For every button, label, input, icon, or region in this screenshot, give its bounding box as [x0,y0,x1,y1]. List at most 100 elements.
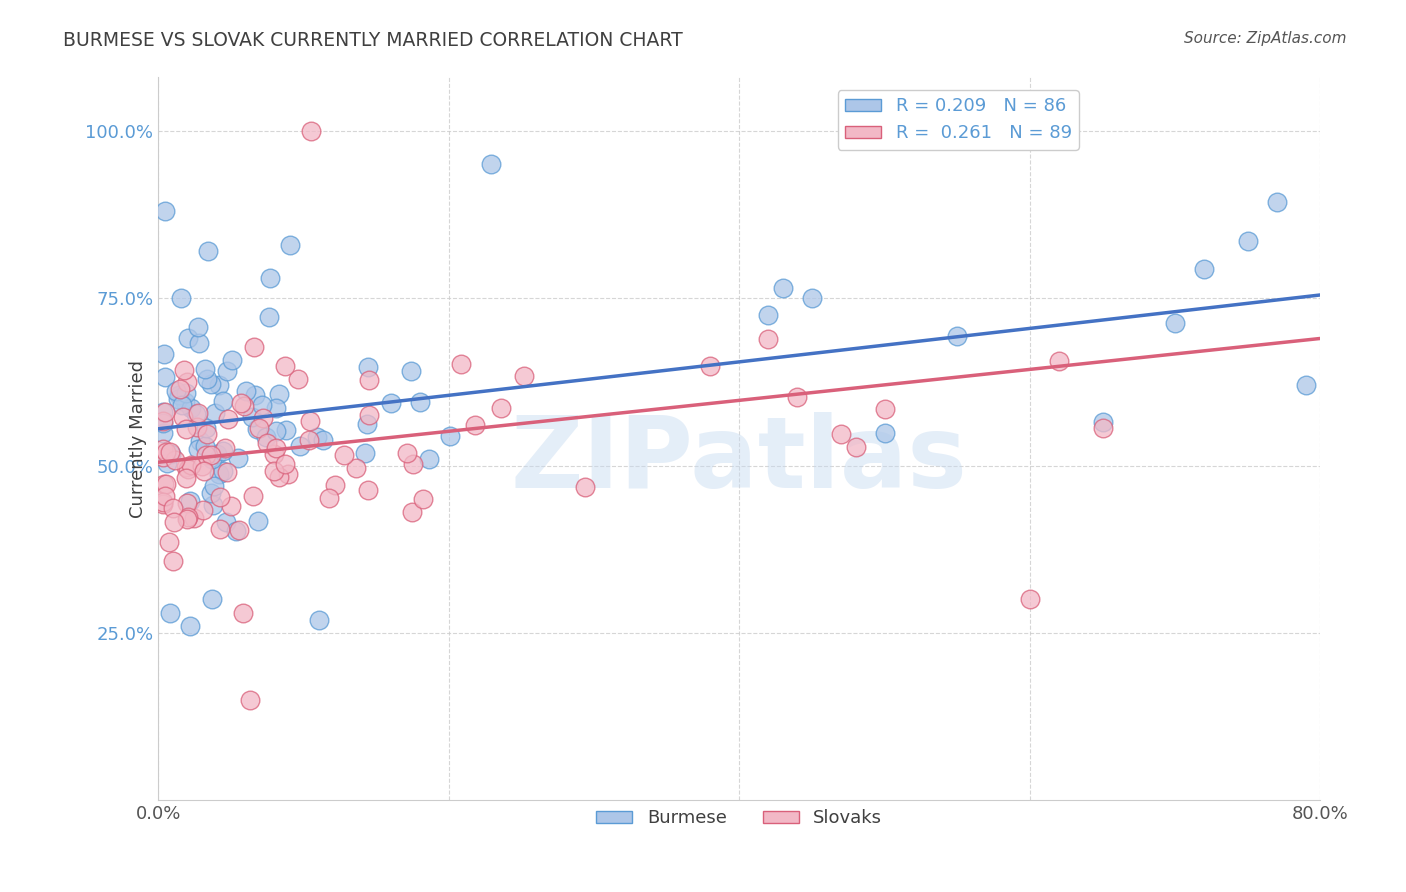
Point [195,372,218,386]
Point [153,204,176,219]
Point [153,405,176,419]
Point [278,237,301,252]
Point [946,329,969,343]
Point [274,457,297,471]
Point [311,433,333,447]
Point [200,448,222,462]
Point [254,430,277,444]
Point [152,405,174,419]
Point [159,447,181,461]
Point [163,452,186,467]
Point [177,331,200,345]
Point [308,613,330,627]
Point [353,446,375,460]
Point [193,503,215,517]
Point [190,459,212,474]
Point [219,499,242,513]
Point [1236,234,1258,248]
Point [180,458,202,472]
Point [217,364,239,378]
Point [1047,354,1070,368]
Point [356,417,378,432]
Point [756,332,779,346]
Point [408,395,430,409]
Point [232,400,254,414]
Point [574,480,596,494]
Point [399,364,422,378]
Point [176,386,198,401]
Point [264,424,287,438]
Point [201,592,224,607]
Point [155,456,177,470]
Point [179,619,201,633]
Point [177,510,200,524]
Point [207,467,229,482]
Point [298,433,321,447]
Point [193,463,215,477]
Point [197,244,219,259]
Point [172,409,194,424]
Text: Source: ZipAtlas.com: Source: ZipAtlas.com [1184,31,1347,46]
Point [174,459,197,474]
Point [699,359,721,374]
Point [212,444,235,458]
Point [264,401,287,415]
Point [269,386,291,401]
Point [873,425,896,440]
Point [263,464,285,478]
Point [873,402,896,417]
Point [228,523,250,537]
Point [153,477,176,491]
Point [226,450,249,465]
Point [169,382,191,396]
Point [152,497,174,511]
Point [252,411,274,425]
Point [800,291,823,305]
Point [242,489,264,503]
Point [159,606,181,620]
Point [1091,415,1114,429]
Point [167,388,190,402]
Point [250,398,273,412]
Point [195,420,218,434]
Text: ZIPatlas: ZIPatlas [510,412,967,509]
Point [202,498,225,512]
Point [195,426,218,441]
Point [242,340,264,354]
Text: BURMESE VS SLOVAK CURRENTLY MARRIED CORRELATION CHART: BURMESE VS SLOVAK CURRENTLY MARRIED CORR… [63,31,683,50]
Point [162,501,184,516]
Point [256,436,278,450]
Point [187,405,209,419]
Point [204,406,226,420]
Point [1018,592,1040,607]
Point [277,467,299,481]
Point [240,409,263,424]
Point [229,396,252,410]
Point [167,392,190,406]
Point [318,491,340,505]
Point [217,412,239,426]
Point [180,401,202,415]
Point [155,489,177,503]
Point [333,448,356,462]
Point [257,310,280,324]
Point [225,524,247,538]
Point [247,515,270,529]
Point [357,409,380,423]
Point [200,377,222,392]
Point [201,452,224,467]
Point [202,479,225,493]
Point [299,124,322,138]
Point [844,440,866,454]
Point [176,512,198,526]
Point [359,373,381,387]
Point [402,457,425,471]
Point [412,492,434,507]
Point [205,447,228,461]
Point [157,534,180,549]
Point [183,511,205,525]
Point [170,398,193,412]
Point [1164,316,1187,330]
Point [450,357,472,371]
Point [187,319,209,334]
